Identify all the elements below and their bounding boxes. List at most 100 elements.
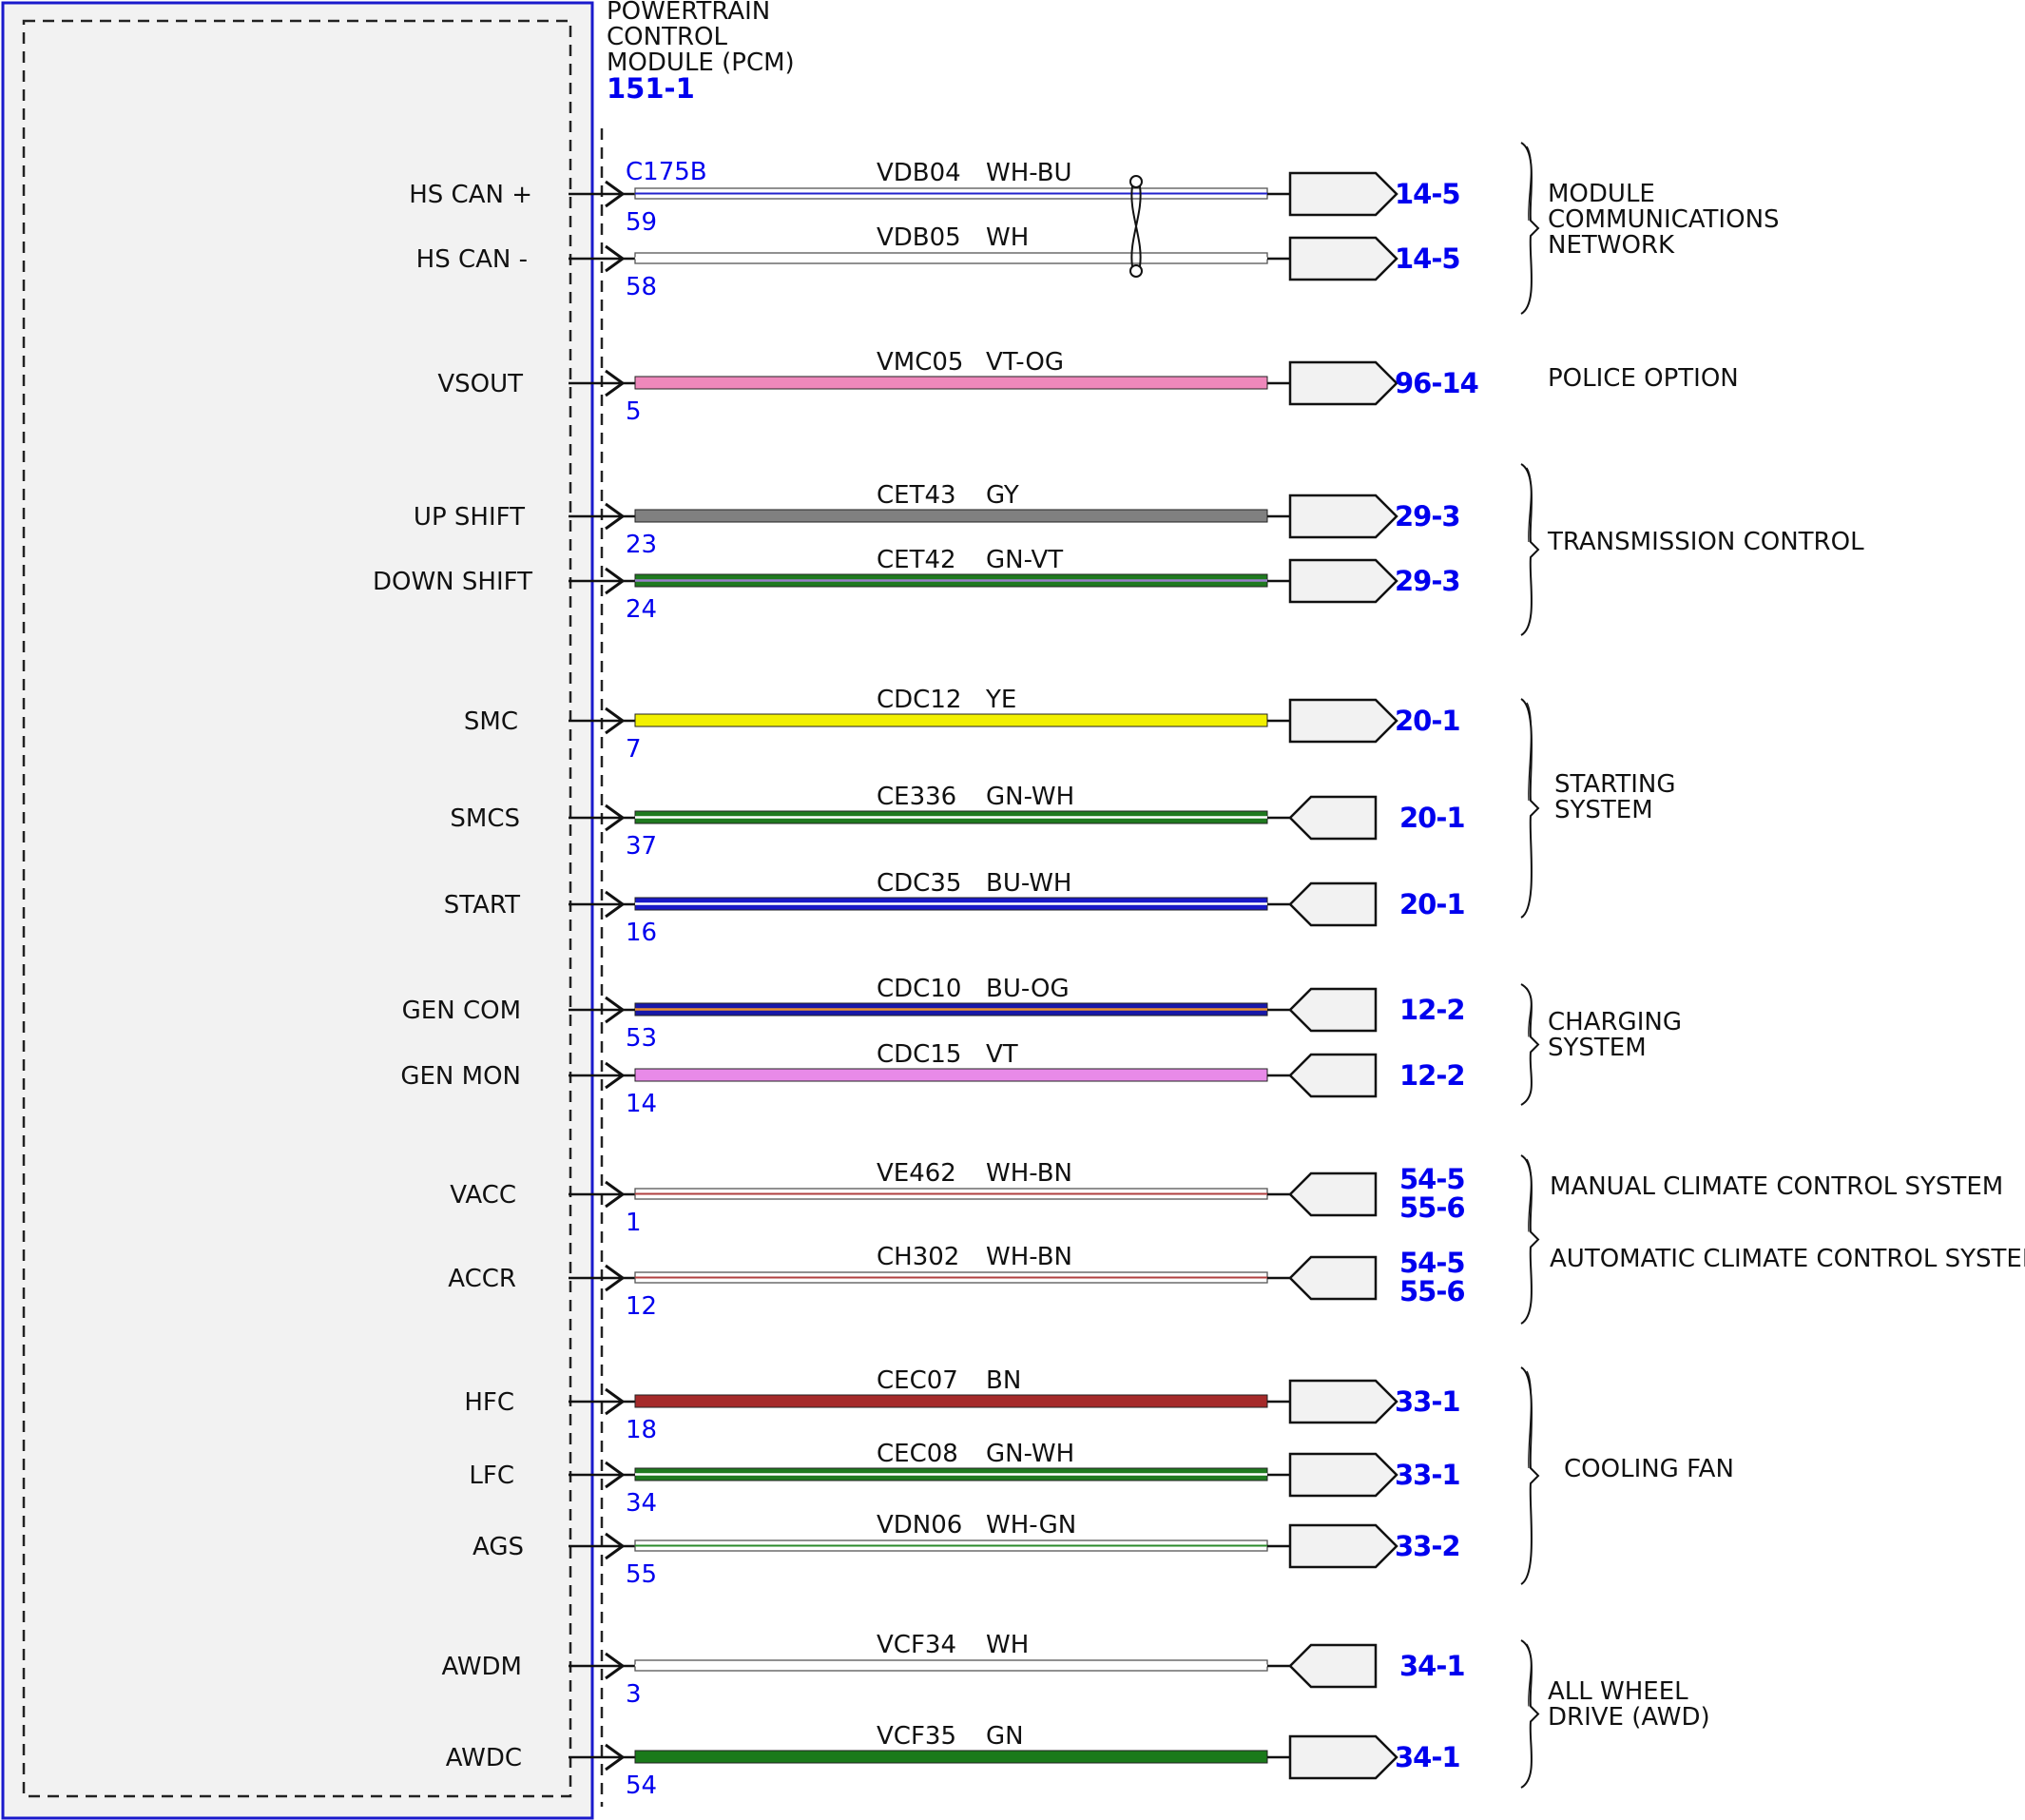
- signal-label: LFC: [469, 1462, 514, 1490]
- circuit-id: CDC15: [877, 1040, 961, 1069]
- circuit-id: CE336: [877, 783, 956, 811]
- pin-number: 58: [626, 273, 657, 301]
- signal-label: VSOUT: [437, 370, 523, 398]
- circuit-id: VDB05: [877, 223, 961, 252]
- page-reference: 55-6: [1399, 1191, 1465, 1224]
- brace-icon: [1520, 1366, 1540, 1585]
- circuit-row: AGS 55 VDN06 WH-GN 33-2: [472, 1511, 1461, 1589]
- pin-number: 5: [626, 397, 642, 426]
- wire-color-code: YE: [985, 686, 1016, 714]
- wire-color-code: BU-OG: [986, 975, 1070, 1003]
- signal-label: AWDC: [446, 1744, 522, 1772]
- brace-icon: [1520, 1639, 1540, 1789]
- signal-label: ACCR: [448, 1265, 516, 1293]
- brace-icon: [1520, 983, 1540, 1106]
- circuit-id: VCF35: [877, 1722, 956, 1751]
- pin-number: 24: [626, 595, 657, 624]
- module-title-line-2: CONTROL: [607, 23, 727, 51]
- pin-number: 59: [626, 208, 657, 237]
- page-reference: 34-1: [1395, 1741, 1460, 1773]
- connector-icon: [1288, 987, 1378, 1033]
- pin-number: 7: [626, 735, 642, 764]
- circuit-id: VCF34: [877, 1631, 956, 1659]
- signal-label: AWDM: [441, 1653, 522, 1681]
- brace-icon: [1520, 142, 1540, 315]
- twisted-pair-icon: [1129, 175, 1143, 278]
- pin-number: 34: [626, 1489, 657, 1518]
- wire-color-code: GY: [986, 481, 1019, 510]
- pcm-module-box: [1, 1, 594, 1820]
- connector-icon: [1288, 1643, 1378, 1689]
- connector-icon: [1288, 881, 1378, 927]
- signal-label: START: [444, 891, 520, 920]
- circuit-id: VDB04: [877, 159, 961, 187]
- circuit-row: SMC 7 CDC12 YE 20-1: [464, 686, 1461, 764]
- brace-icon: [1526, 987, 1533, 1037]
- circuit-row: GEN MON 14 CDC15 VT 12-2: [400, 1040, 1465, 1118]
- wire: [634, 376, 1268, 390]
- brace-icon: [1526, 1370, 1533, 1469]
- circuit-row: SMCS 37 CE336 GN-WH 20-1: [450, 783, 1465, 861]
- circuit-id: VDN06: [877, 1511, 962, 1539]
- page-reference: 20-1: [1399, 888, 1465, 920]
- pin-number: 16: [626, 919, 657, 947]
- page-reference: 29-3: [1395, 565, 1460, 597]
- signal-label: SMC: [464, 707, 518, 736]
- pin-number: 55: [626, 1560, 657, 1589]
- page-reference: 14-5: [1395, 178, 1460, 210]
- connector-icon: [1288, 795, 1378, 841]
- signal-label: AGS: [472, 1533, 524, 1561]
- brace-icon: [1520, 463, 1540, 636]
- connector-icon: [1288, 1379, 1398, 1424]
- pin-number: 12: [626, 1292, 657, 1321]
- group-label: MANUAL CLIMATE CONTROL SYSTEM: [1550, 1172, 2003, 1201]
- wire-color-code: GN-WH: [986, 783, 1074, 811]
- connector-icon: [1288, 558, 1398, 604]
- page-reference: 29-3: [1395, 500, 1460, 532]
- brace-icon: [1526, 145, 1533, 222]
- signal-label: GEN MON: [400, 1062, 521, 1091]
- pin-number: 14: [626, 1090, 657, 1118]
- circuit-id: VE462: [877, 1159, 956, 1188]
- group-label: TRANSMISSION CONTROL: [1547, 528, 1864, 556]
- pin-number: 18: [626, 1416, 657, 1444]
- page-reference: 96-14: [1395, 367, 1478, 399]
- circuit-id: CEC08: [877, 1440, 958, 1468]
- group: POLICE OPTION: [1548, 364, 1739, 393]
- page-reference: 54-5: [1399, 1247, 1465, 1279]
- wire-color-code: BU-WH: [986, 869, 1071, 898]
- connector-icon: [1288, 236, 1398, 281]
- circuit-row: DOWN SHIFT 24 CET42 GN-VT 29-3: [373, 546, 1461, 624]
- circuit-id: CEC07: [877, 1366, 958, 1395]
- connector-icon: [1288, 1734, 1398, 1780]
- brace-icon: [1526, 1158, 1533, 1232]
- wire: [634, 509, 1268, 523]
- page-reference: 34-1: [1399, 1650, 1465, 1682]
- wire-color-code: GN-WH: [986, 1440, 1074, 1468]
- wire: [634, 1750, 1268, 1764]
- group-label: STARTING: [1554, 770, 1675, 799]
- brace-icon: [1526, 1643, 1533, 1707]
- brace-icon: [1520, 698, 1540, 919]
- brace-icon: [1520, 1154, 1540, 1325]
- group-label: AUTOMATIC CLIMATE CONTROL SYSTEM: [1550, 1245, 2025, 1273]
- circuit-row: AWDM 3 VCF34 WH 34-1: [441, 1631, 1465, 1709]
- pin-number: 23: [626, 531, 657, 559]
- wire-color-code: WH: [986, 1631, 1029, 1659]
- group-label: CHARGING: [1548, 1008, 1682, 1036]
- circuit-row: GEN COM 53 CDC10 BU-OG 12-2: [402, 975, 1466, 1053]
- circuit-row: LFC 34 CEC08 GN-WH 33-1: [469, 1440, 1460, 1518]
- circuit-row: UP SHIFT 23 CET43 GY 29-3: [414, 481, 1461, 559]
- group-label: NETWORK: [1548, 231, 1675, 260]
- circuit-row: HS CAN + 59 VDB04 WH-BU 14-5: [409, 159, 1460, 237]
- circuit-row: VSOUT 5 VMC05 VT-OG 96-14: [437, 348, 1478, 426]
- connector-icon: [1288, 1255, 1378, 1301]
- twist-cap: [1129, 264, 1143, 278]
- group: MANUAL CLIMATE CONTROL SYSTEM AUTOMATIC C…: [1520, 1154, 2025, 1325]
- page-reference: 20-1: [1399, 802, 1465, 834]
- group-label: DRIVE (AWD): [1548, 1703, 1710, 1732]
- circuit-id: VMC05: [877, 348, 963, 377]
- module-title-line-3: MODULE (PCM): [607, 48, 795, 77]
